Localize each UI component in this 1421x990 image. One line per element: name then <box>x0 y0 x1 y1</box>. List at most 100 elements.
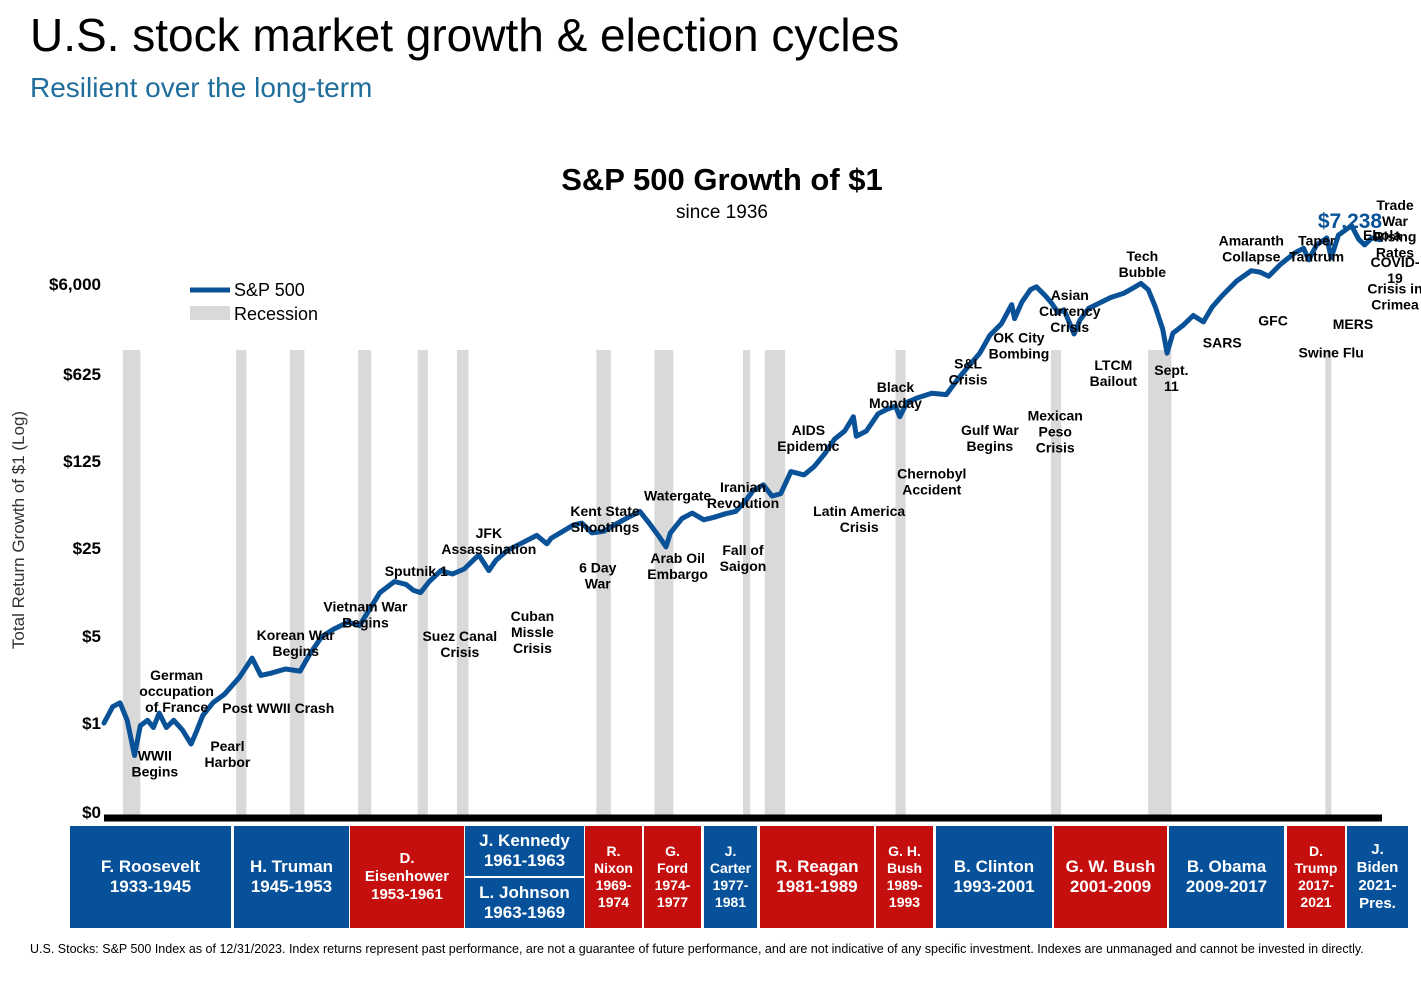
event-annotation: Mexican Peso Crisis <box>1028 408 1083 456</box>
y-tick-label: $25 <box>73 539 101 558</box>
event-annotation: Sept. 11 <box>1154 362 1188 394</box>
recession-band <box>764 350 786 815</box>
president-term-label: J. Kennedy 1961-1963 <box>479 830 570 870</box>
event-annotation: SARS <box>1203 334 1242 350</box>
president-term-box: B. Obama 2009-2017 <box>1169 826 1284 928</box>
event-annotation: OK City Bombing <box>989 329 1050 361</box>
recession-band <box>895 350 906 815</box>
event-annotation: Sputnik 1 <box>385 563 448 579</box>
chart-subtitle: since 1936 <box>676 202 768 223</box>
event-annotation: Kent State Shootings <box>570 503 639 535</box>
president-term-box: D. Trump 2017- 2021 <box>1287 826 1345 928</box>
president-term-label: J. Biden 2021- Pres. <box>1356 841 1399 912</box>
sp500-series-line <box>101 223 1383 758</box>
president-term-label: B. Obama 2009-2017 <box>1185 856 1268 896</box>
footnote: U.S. Stocks: S&P 500 Index as of 12/31/2… <box>30 942 1364 956</box>
event-annotation: Korean War Begins <box>257 627 336 659</box>
event-annotation: German occupation of France <box>139 667 214 715</box>
event-annotation: Swine Flu <box>1298 345 1363 361</box>
event-annotation: WWII Begins <box>131 748 178 780</box>
event-annotation: Tech Bubble <box>1119 248 1167 280</box>
president-term-box: F. Roosevelt 1933-1945 <box>70 826 231 928</box>
president-term-box: G. W. Bush 2001-2009 <box>1054 826 1167 928</box>
event-annotation: S&L Crisis <box>949 355 988 387</box>
sp500-growth-chart: S&P 500 Growth of $1 since 1936 Total Re… <box>9 162 1421 822</box>
event-annotation: Asian Currency Crisis <box>1039 287 1101 335</box>
president-term-label: G. H. Bush 1989- 1993 <box>886 843 923 910</box>
recession-band <box>743 350 751 815</box>
president-term-box: J. Biden 2021- Pres. <box>1347 826 1408 928</box>
president-term-box: L. Johnson 1963-1969 <box>465 878 584 928</box>
event-annotation: MERS <box>1333 316 1373 332</box>
page-subtitle: Resilient over the long-term <box>30 72 373 103</box>
recession-band <box>1050 350 1062 815</box>
event-annotation: Rising Rates <box>1374 229 1417 261</box>
event-annotation: Chernobyl Accident <box>897 465 966 497</box>
final-value-label: $7,238 <box>1318 210 1383 233</box>
event-annotation: Trade War <box>1376 197 1414 229</box>
president-term-label: H. Truman 1945-1953 <box>249 856 334 896</box>
y-tick-label: $625 <box>63 365 101 384</box>
event-annotation: COVID-19 <box>1371 254 1420 286</box>
y-axis-ticks: $6,000 $625 $125 $25 $5 $1 $0 <box>49 275 101 822</box>
event-annotation: JFK Assassination <box>441 525 536 557</box>
event-annotation: Taper Tantrum <box>1289 233 1344 265</box>
recession-band <box>456 350 469 815</box>
president-term-box: G. H. Bush 1989- 1993 <box>876 826 933 928</box>
y-tick-label: $0 <box>82 803 101 822</box>
event-annotation: Black Monday <box>869 379 922 411</box>
president-term-label: L. Johnson 1963-1969 <box>479 882 570 922</box>
event-annotation: Watergate <box>644 487 711 503</box>
president-term-box: J. Carter 1977- 1981 <box>704 826 757 928</box>
recession-band <box>1148 350 1172 815</box>
president-term-label: D. Eisenhower 1953-1961 <box>364 850 450 903</box>
president-term-label: R. Nixon 1969- 1974 <box>594 843 633 910</box>
event-annotation: Suez Canal Crisis <box>422 628 497 660</box>
event-annotation: Fall of Saigon <box>720 542 767 574</box>
event-annotation: Gulf War Begins <box>961 422 1019 454</box>
president-term-box: R. Nixon 1969- 1974 <box>585 826 642 928</box>
recession-band <box>289 350 305 815</box>
recession-bands <box>122 350 1332 815</box>
president-term-box: B. Clinton 1993-2001 <box>936 826 1052 928</box>
president-term-box: J. Kennedy 1961-1963 <box>465 826 584 876</box>
president-term-label: J. Carter 1977- 1981 <box>709 843 752 910</box>
page-title: U.S. stock market growth & election cycl… <box>30 9 900 61</box>
president-term-box: R. Reagan 1981-1989 <box>760 826 874 928</box>
event-annotation: Post WWII Crash <box>222 700 334 716</box>
legend-recession-label: Recession <box>234 304 318 324</box>
legend-recession-swatch <box>190 306 230 320</box>
event-annotation: AIDS Epidemic <box>777 422 839 454</box>
recession-band <box>1325 350 1332 815</box>
y-tick-label: $1 <box>82 714 101 733</box>
event-annotation: 6 Day War <box>579 559 617 591</box>
recession-band <box>596 350 611 815</box>
event-annotation: Vietnam War Begins <box>323 598 408 630</box>
legend-sp500-label: S&P 500 <box>234 280 305 300</box>
event-annotation: Cuban Missle Crisis <box>511 608 555 656</box>
event-annotation: Crisis in Crimea <box>1367 280 1421 312</box>
president-term-label: B. Clinton 1993-2001 <box>953 856 1035 896</box>
recession-band <box>122 350 141 815</box>
event-annotations: WWII Begins German occupation of France Pearl… <box>131 197 1421 780</box>
president-term-label: D. Trump 2017- 2021 <box>1294 843 1338 910</box>
legend: S&P 500 Recession <box>190 280 318 324</box>
y-tick-label: $6,000 <box>49 275 101 294</box>
president-term-label: G. W. Bush 2001-2009 <box>1065 856 1156 896</box>
president-term-box: G. Ford 1974- 1977 <box>644 826 701 928</box>
president-term-box: D. Eisenhower 1953-1961 <box>350 826 464 928</box>
y-axis-label: Total Return Growth of $1 (Log) <box>9 411 28 649</box>
event-annotation: Amaranth Collapse <box>1219 233 1284 265</box>
chart-title: S&P 500 Growth of $1 <box>561 162 883 197</box>
president-term-label: F. Roosevelt 1933-1945 <box>100 856 201 896</box>
recession-band <box>654 350 674 815</box>
y-tick-label: $5 <box>82 627 101 646</box>
recession-band <box>417 350 428 815</box>
president-term-label: R. Reagan 1981-1989 <box>775 856 859 896</box>
event-annotation: LTCM Bailout <box>1090 357 1138 389</box>
event-annotation: Arab Oil Embargo <box>647 550 708 582</box>
event-annotation: GFC <box>1258 312 1288 328</box>
y-tick-label: $125 <box>63 452 101 471</box>
president-term-label: G. Ford 1974- 1977 <box>654 843 691 910</box>
president-term-box: H. Truman 1945-1953 <box>234 826 349 928</box>
